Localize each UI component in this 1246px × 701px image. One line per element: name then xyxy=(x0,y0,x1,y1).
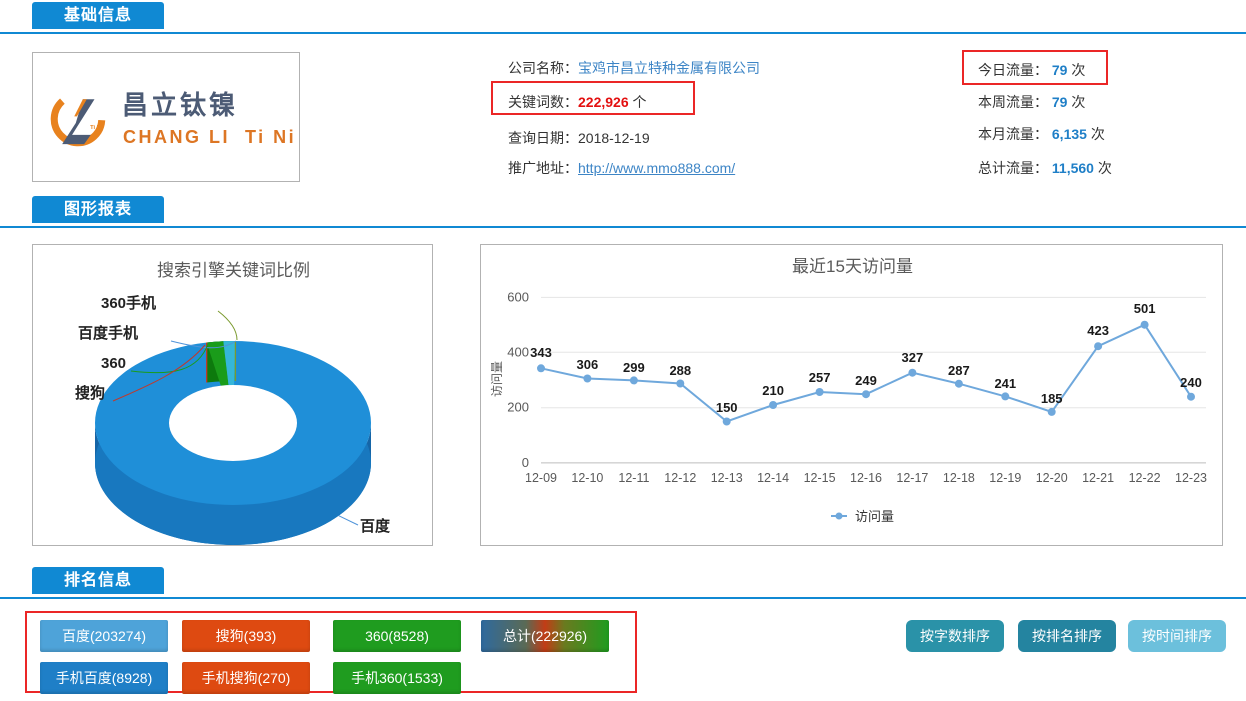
svg-text:12-09: 12-09 xyxy=(525,471,557,485)
svg-text:百度手机: 百度手机 xyxy=(78,324,138,342)
svg-text:501: 501 xyxy=(1134,301,1156,316)
svg-text:12-22: 12-22 xyxy=(1129,471,1161,485)
svg-text:访问量: 访问量 xyxy=(855,509,894,524)
svg-text:访问量: 访问量 xyxy=(490,361,504,397)
svg-text:240: 240 xyxy=(1180,375,1202,390)
svg-text:343: 343 xyxy=(530,345,552,360)
svg-text:360: 360 xyxy=(101,355,126,372)
svg-text:400: 400 xyxy=(507,344,529,359)
svg-text:423: 423 xyxy=(1087,323,1109,338)
svg-text:0: 0 xyxy=(522,455,529,470)
svg-text:210: 210 xyxy=(762,383,784,398)
svg-text:12-10: 12-10 xyxy=(571,471,603,485)
svg-text:Ti Ni: Ti Ni xyxy=(90,125,103,131)
svg-text:12-13: 12-13 xyxy=(711,471,743,485)
svg-text:200: 200 xyxy=(507,400,529,415)
svg-text:12-12: 12-12 xyxy=(664,471,696,485)
svg-text:327: 327 xyxy=(902,350,924,365)
svg-text:12-15: 12-15 xyxy=(804,471,836,485)
svg-text:299: 299 xyxy=(623,360,645,375)
svg-text:12-16: 12-16 xyxy=(850,471,882,485)
svg-text:249: 249 xyxy=(855,373,877,388)
svg-text:241: 241 xyxy=(994,376,1016,391)
svg-text:360手机: 360手机 xyxy=(101,294,156,312)
svg-text:搜狗: 搜狗 xyxy=(75,384,105,402)
svg-text:150: 150 xyxy=(716,400,738,415)
svg-text:最近15天访问量: 最近15天访问量 xyxy=(792,257,913,276)
svg-text:百度: 百度 xyxy=(360,517,391,535)
svg-text:185: 185 xyxy=(1041,391,1063,406)
svg-text:12-23: 12-23 xyxy=(1175,471,1207,485)
svg-text:288: 288 xyxy=(669,363,691,378)
svg-text:306: 306 xyxy=(577,357,599,372)
svg-text:600: 600 xyxy=(507,289,529,304)
svg-text:12-20: 12-20 xyxy=(1036,471,1068,485)
svg-text:12-14: 12-14 xyxy=(757,471,789,485)
svg-text:12-17: 12-17 xyxy=(896,471,928,485)
svg-text:287: 287 xyxy=(948,363,970,378)
svg-text:12-18: 12-18 xyxy=(943,471,975,485)
svg-text:12-11: 12-11 xyxy=(618,471,649,485)
svg-text:257: 257 xyxy=(809,370,831,385)
svg-text:12-19: 12-19 xyxy=(989,471,1021,485)
svg-text:12-21: 12-21 xyxy=(1082,471,1114,485)
